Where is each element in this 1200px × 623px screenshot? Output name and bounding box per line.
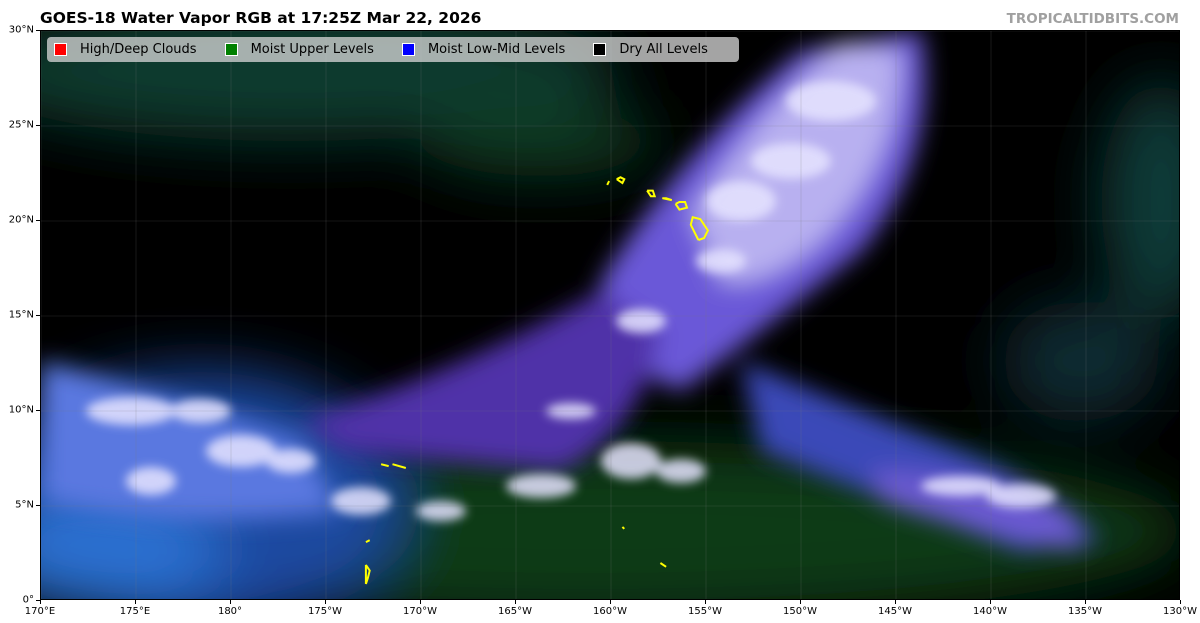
x-tick-mark	[705, 600, 706, 604]
x-tick-label: 165°W	[498, 606, 532, 617]
island-outline	[392, 463, 407, 469]
coastlines	[364, 176, 710, 585]
x-tick-mark	[895, 600, 896, 604]
map-legend: High/Deep Clouds Moist Upper Levels Moist …	[47, 37, 739, 62]
y-tick-label: 15°N	[8, 309, 34, 321]
legend-label: Moist Low-Mid Levels	[427, 42, 566, 57]
x-tick-label: 135°W	[1068, 606, 1102, 617]
legend-item: Moist Upper Levels	[224, 42, 374, 57]
x-tick-label: 150°W	[783, 606, 817, 617]
x-tick-label: 145°W	[878, 606, 912, 617]
x-tick-mark	[610, 600, 611, 604]
y-tick-label: 25°N	[8, 119, 34, 131]
legend-swatch	[224, 43, 238, 56]
legend-item: High/Deep Clouds	[54, 42, 197, 57]
legend-swatch	[401, 43, 415, 56]
legend-label: Moist Upper Levels	[250, 42, 374, 57]
graticule	[41, 31, 1179, 599]
island-outline	[621, 526, 626, 530]
island-outline	[380, 463, 389, 468]
x-tick-mark	[515, 600, 516, 604]
x-tick-label: 170°E	[24, 606, 56, 617]
island-outline	[365, 539, 371, 543]
y-tick-mark	[36, 600, 40, 601]
map-title: GOES-18 Water Vapor RGB at 17:25Z Mar 22…	[40, 9, 482, 27]
island-outline	[646, 189, 657, 198]
island-outline	[616, 176, 626, 185]
legend-label: High/Deep Clouds	[80, 42, 197, 57]
island-outline	[606, 180, 610, 186]
y-tick-mark	[36, 220, 40, 221]
island-outline	[364, 564, 371, 585]
legend-label: Dry All Levels	[619, 42, 708, 57]
y-tick-mark	[36, 410, 40, 411]
legend-item: Moist Low-Mid Levels	[401, 42, 566, 57]
island-outline	[689, 215, 710, 241]
bright-clouds	[86, 81, 1056, 521]
x-tick-label: 180°	[217, 606, 243, 617]
x-tick-label: 175°W	[308, 606, 342, 617]
x-tick-label: 140°W	[973, 606, 1007, 617]
x-tick-mark	[135, 600, 136, 604]
x-tick-mark	[1085, 600, 1086, 604]
x-tick-mark	[40, 600, 41, 604]
x-tick-label: 170°W	[403, 606, 437, 617]
x-tick-mark	[990, 600, 991, 604]
x-tick-label: 160°W	[593, 606, 627, 617]
y-tick-mark	[36, 30, 40, 31]
island-outline	[674, 201, 689, 211]
island-outline	[659, 562, 667, 568]
x-tick-mark	[420, 600, 421, 604]
y-tick-mark	[36, 505, 40, 506]
x-tick-label: 130°W	[1163, 606, 1197, 617]
site-credit: TROPICALTIDBITS.COM	[1006, 11, 1179, 27]
y-tick-label: 10°N	[8, 404, 34, 416]
y-tick-label: 0°	[22, 594, 34, 606]
legend-swatch	[54, 43, 67, 56]
x-tick-mark	[800, 600, 801, 604]
x-tick-label: 175°E	[119, 606, 151, 617]
x-tick-mark	[325, 600, 326, 604]
y-tick-mark	[36, 125, 40, 126]
satellite-map	[40, 30, 1180, 600]
y-tick-mark	[36, 315, 40, 316]
legend-item: Dry All Levels	[593, 42, 708, 57]
island-outline	[662, 197, 673, 202]
y-tick-label: 5°N	[15, 499, 34, 511]
legend-swatch	[593, 43, 607, 56]
x-tick-label: 155°W	[688, 606, 722, 617]
y-tick-label: 20°N	[8, 214, 34, 226]
x-tick-mark	[230, 600, 231, 604]
y-tick-label: 30°N	[8, 24, 34, 36]
x-tick-mark	[1180, 600, 1181, 604]
